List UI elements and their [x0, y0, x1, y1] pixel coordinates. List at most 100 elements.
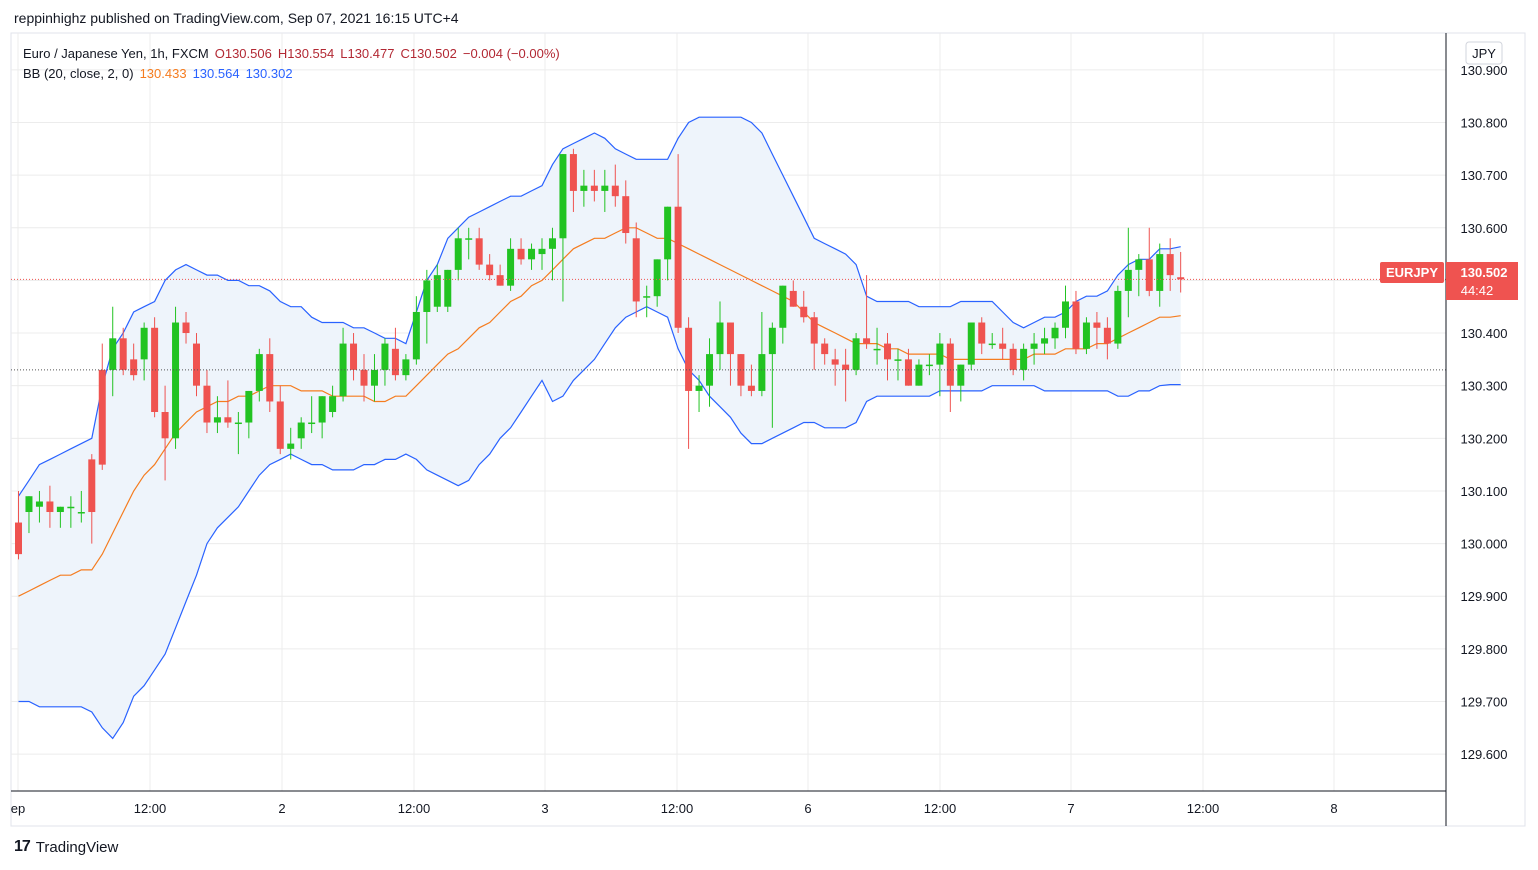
candle-body	[412, 311, 420, 360]
candle	[192, 333, 200, 397]
candle-body	[517, 248, 525, 260]
candle-body	[695, 385, 703, 391]
symbol-tag-label: EURJPY	[1386, 265, 1438, 280]
candle-body	[528, 248, 536, 260]
symbol-description: Euro / Japanese Yen, 1h, FXCM	[23, 46, 209, 61]
candle-body	[370, 369, 378, 386]
candle	[611, 164, 619, 207]
candle	[695, 375, 703, 412]
tradingview-logo[interactable]: 17 TradingView	[14, 838, 118, 856]
bb-fill	[18, 117, 1181, 739]
candle	[999, 327, 1007, 360]
candle-body	[35, 501, 43, 507]
candle-body	[1103, 327, 1111, 344]
candle-body	[1166, 254, 1174, 276]
price-tag-bg	[1446, 262, 1518, 300]
y-tick-label: 130.300	[1461, 379, 1508, 394]
candle	[98, 343, 106, 470]
candle-body	[67, 506, 75, 509]
candle-body	[1156, 254, 1164, 291]
candle-body	[1020, 348, 1028, 370]
candle	[800, 290, 808, 323]
candle-body	[800, 306, 808, 318]
candle	[1041, 327, 1049, 355]
price-tag-value: 130.502	[1461, 265, 1508, 280]
candle	[590, 169, 598, 202]
candle-body	[768, 327, 776, 355]
candle-body	[1072, 301, 1080, 349]
candle	[1124, 227, 1132, 318]
candle	[119, 327, 127, 376]
candle-body	[622, 196, 630, 234]
candle	[172, 306, 180, 449]
candle-body	[234, 422, 242, 425]
candle-body	[496, 275, 504, 286]
candle	[517, 238, 525, 265]
candle	[967, 322, 975, 370]
candle	[1177, 251, 1185, 293]
candle	[601, 169, 609, 212]
candle	[716, 301, 724, 370]
candle	[726, 322, 734, 386]
candle	[884, 333, 892, 381]
candle-body	[925, 364, 933, 367]
candle-body	[1030, 343, 1038, 349]
candle-body	[381, 343, 389, 370]
bb-upper-value: 130.564	[192, 66, 240, 81]
candle	[140, 322, 148, 381]
symbol-legend-row: Euro / Japanese Yen, 1h, FXCM O130.506 H13…	[23, 44, 566, 64]
price-tag-countdown: 44:42	[1461, 283, 1494, 298]
candle	[46, 485, 54, 528]
bb-indicator-label: BB (20, close, 2, 0)	[23, 66, 134, 81]
candle-body	[967, 322, 975, 365]
candle-body	[486, 264, 494, 276]
candle	[915, 359, 923, 386]
candle	[423, 269, 431, 344]
candle-body	[360, 369, 368, 386]
x-tick-label: 2	[278, 801, 285, 816]
chart-border	[10, 32, 1526, 827]
price-axis[interactable]: 129.600 129.700 129.800 129.900 130.000 130.1…	[1461, 63, 1508, 762]
candle	[852, 333, 860, 376]
candle-body	[1062, 301, 1069, 328]
x-tick-label: 12:00	[134, 801, 167, 816]
candle-body	[706, 354, 714, 386]
candle-body	[88, 459, 96, 513]
candle	[224, 380, 232, 428]
candle	[370, 354, 378, 402]
candle	[339, 327, 347, 402]
x-tick-label: 12:00	[1187, 801, 1220, 816]
time-axis[interactable]: ep 12:00 2 12:00 3 12:00 6 12:00 7 12:00 8	[11, 801, 1338, 816]
candle-body	[1093, 322, 1101, 328]
candle-body	[884, 343, 892, 360]
candle	[538, 238, 546, 270]
candle	[810, 311, 818, 370]
candle	[77, 490, 85, 523]
candle	[768, 322, 776, 428]
candle	[936, 333, 944, 397]
currency-badge[interactable]: JPY	[1465, 41, 1503, 65]
candle	[528, 243, 536, 270]
candle	[664, 206, 672, 281]
candle-body	[266, 354, 274, 402]
candle-body	[831, 359, 839, 365]
candle	[1072, 290, 1080, 355]
candle	[276, 385, 284, 455]
y-tick-label: 130.900	[1461, 63, 1508, 78]
chart-legend: Euro / Japanese Yen, 1h, FXCM O130.506 H13…	[23, 44, 566, 84]
candle-body	[1177, 277, 1185, 280]
candle	[151, 317, 159, 418]
candle	[1114, 285, 1122, 349]
candle-body	[318, 396, 326, 423]
candle-body	[894, 359, 902, 361]
candle	[821, 338, 829, 365]
x-tick-label: 8	[1330, 801, 1337, 816]
candle-body	[192, 343, 200, 386]
candle	[988, 333, 996, 349]
candle-body	[904, 359, 912, 386]
x-tick-label: 3	[541, 801, 548, 816]
candle-body	[130, 359, 138, 376]
candle-body	[119, 338, 127, 370]
candle	[350, 333, 358, 381]
